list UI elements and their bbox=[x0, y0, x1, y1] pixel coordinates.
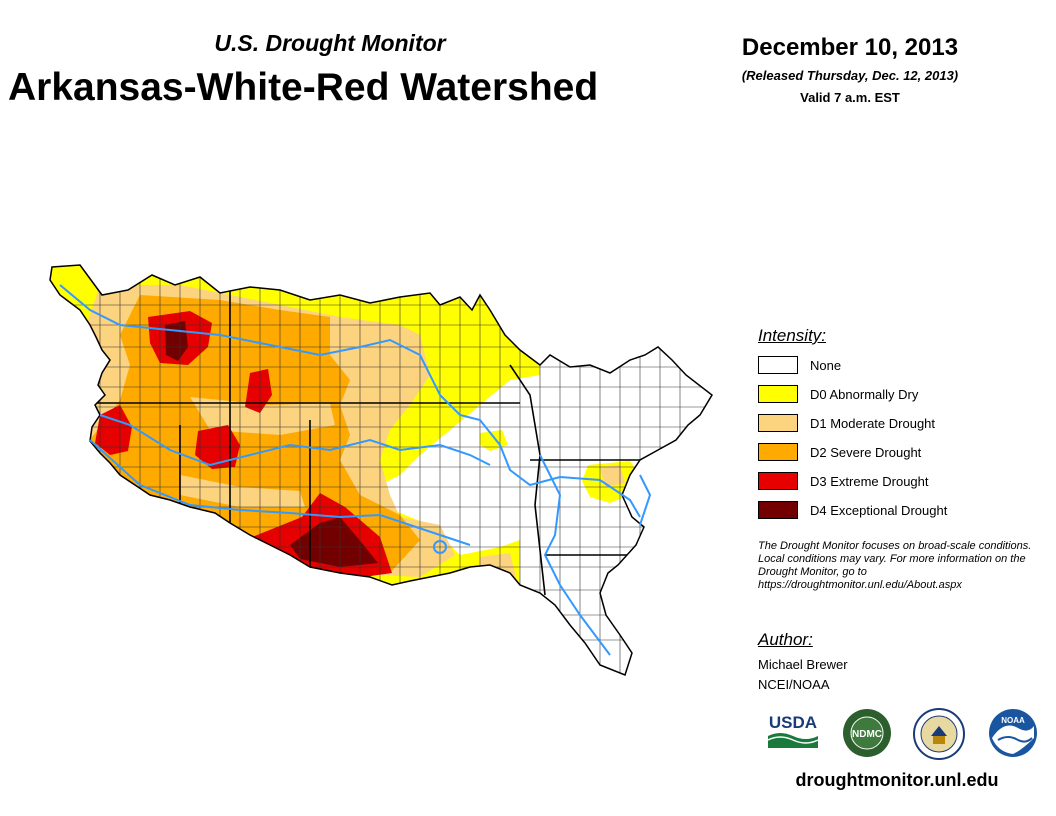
legend-item-d4: D4 Exceptional Drought bbox=[758, 500, 947, 520]
rivers bbox=[59, 284, 652, 656]
zone-d3-west bbox=[95, 405, 132, 455]
legend-label: D4 Exceptional Drought bbox=[810, 502, 948, 518]
swatch-none bbox=[758, 356, 798, 374]
arkansas-river bbox=[59, 284, 641, 518]
ndmc-logo: NDMC bbox=[843, 709, 891, 757]
legend-label: D3 Extreme Drought bbox=[810, 473, 929, 489]
author-heading: Author: bbox=[758, 630, 813, 649]
region-title: Arkansas-White-Red Watershed bbox=[8, 66, 599, 109]
white-river bbox=[639, 474, 652, 526]
cimarron-river bbox=[99, 414, 491, 467]
legend-item-d3: D3 Extreme Drought bbox=[758, 471, 929, 491]
legend-title: Intensity: bbox=[758, 326, 827, 345]
swatch-d3 bbox=[758, 472, 798, 490]
legend-item-none: None bbox=[758, 355, 841, 375]
zone-d1-east bbox=[600, 465, 625, 487]
swatch-d1 bbox=[758, 414, 798, 432]
ndmc-logo-text: NDMC bbox=[852, 729, 882, 740]
map-date: December 10, 2013 bbox=[741, 34, 959, 61]
usda-logo-text: USDA bbox=[769, 713, 817, 732]
author-name: Michael Brewer bbox=[758, 657, 848, 672]
zone-d2-lightband-south bbox=[180, 475, 305, 507]
lake-texoma bbox=[433, 540, 447, 554]
zone-d4-south bbox=[290, 517, 378, 567]
disclaimer-text: The Drought Monitor focuses on broad-sca… bbox=[758, 540, 1032, 591]
canadian-river bbox=[89, 439, 471, 546]
noaa-logo: NOAA bbox=[989, 709, 1037, 757]
legend-label: D0 Abnormally Dry bbox=[810, 386, 919, 402]
legend-item-d1: D1 Moderate Drought bbox=[758, 413, 935, 433]
noaa-logo-text: NOAA bbox=[1001, 716, 1025, 725]
website-link[interactable]: droughtmonitor.unl.edu bbox=[795, 770, 999, 790]
swatch-d4 bbox=[758, 501, 798, 519]
swatch-d2 bbox=[758, 443, 798, 461]
legend-item-d2: D2 Severe Drought bbox=[758, 442, 921, 462]
legend-label: D1 Moderate Drought bbox=[810, 415, 936, 431]
legend-item-d0: D0 Abnormally Dry bbox=[758, 384, 918, 404]
watershed-outline bbox=[49, 264, 713, 676]
author-org: NCEI/NOAA bbox=[758, 677, 830, 692]
commerce-seal-logo bbox=[913, 708, 965, 760]
swatch-d0 bbox=[758, 385, 798, 403]
valid-time: Valid 7 a.m. EST bbox=[800, 90, 900, 105]
usda-logo: USDA bbox=[767, 713, 819, 748]
legend-label: None bbox=[810, 357, 842, 373]
program-title: U.S. Drought Monitor bbox=[214, 30, 446, 56]
red-river bbox=[539, 454, 611, 656]
drought-map bbox=[49, 264, 713, 676]
legend-label: D2 Severe Drought bbox=[810, 444, 922, 460]
zone-d3-central-north bbox=[245, 369, 272, 413]
release-date: (Released Thursday, Dec. 12, 2013) bbox=[741, 68, 959, 83]
